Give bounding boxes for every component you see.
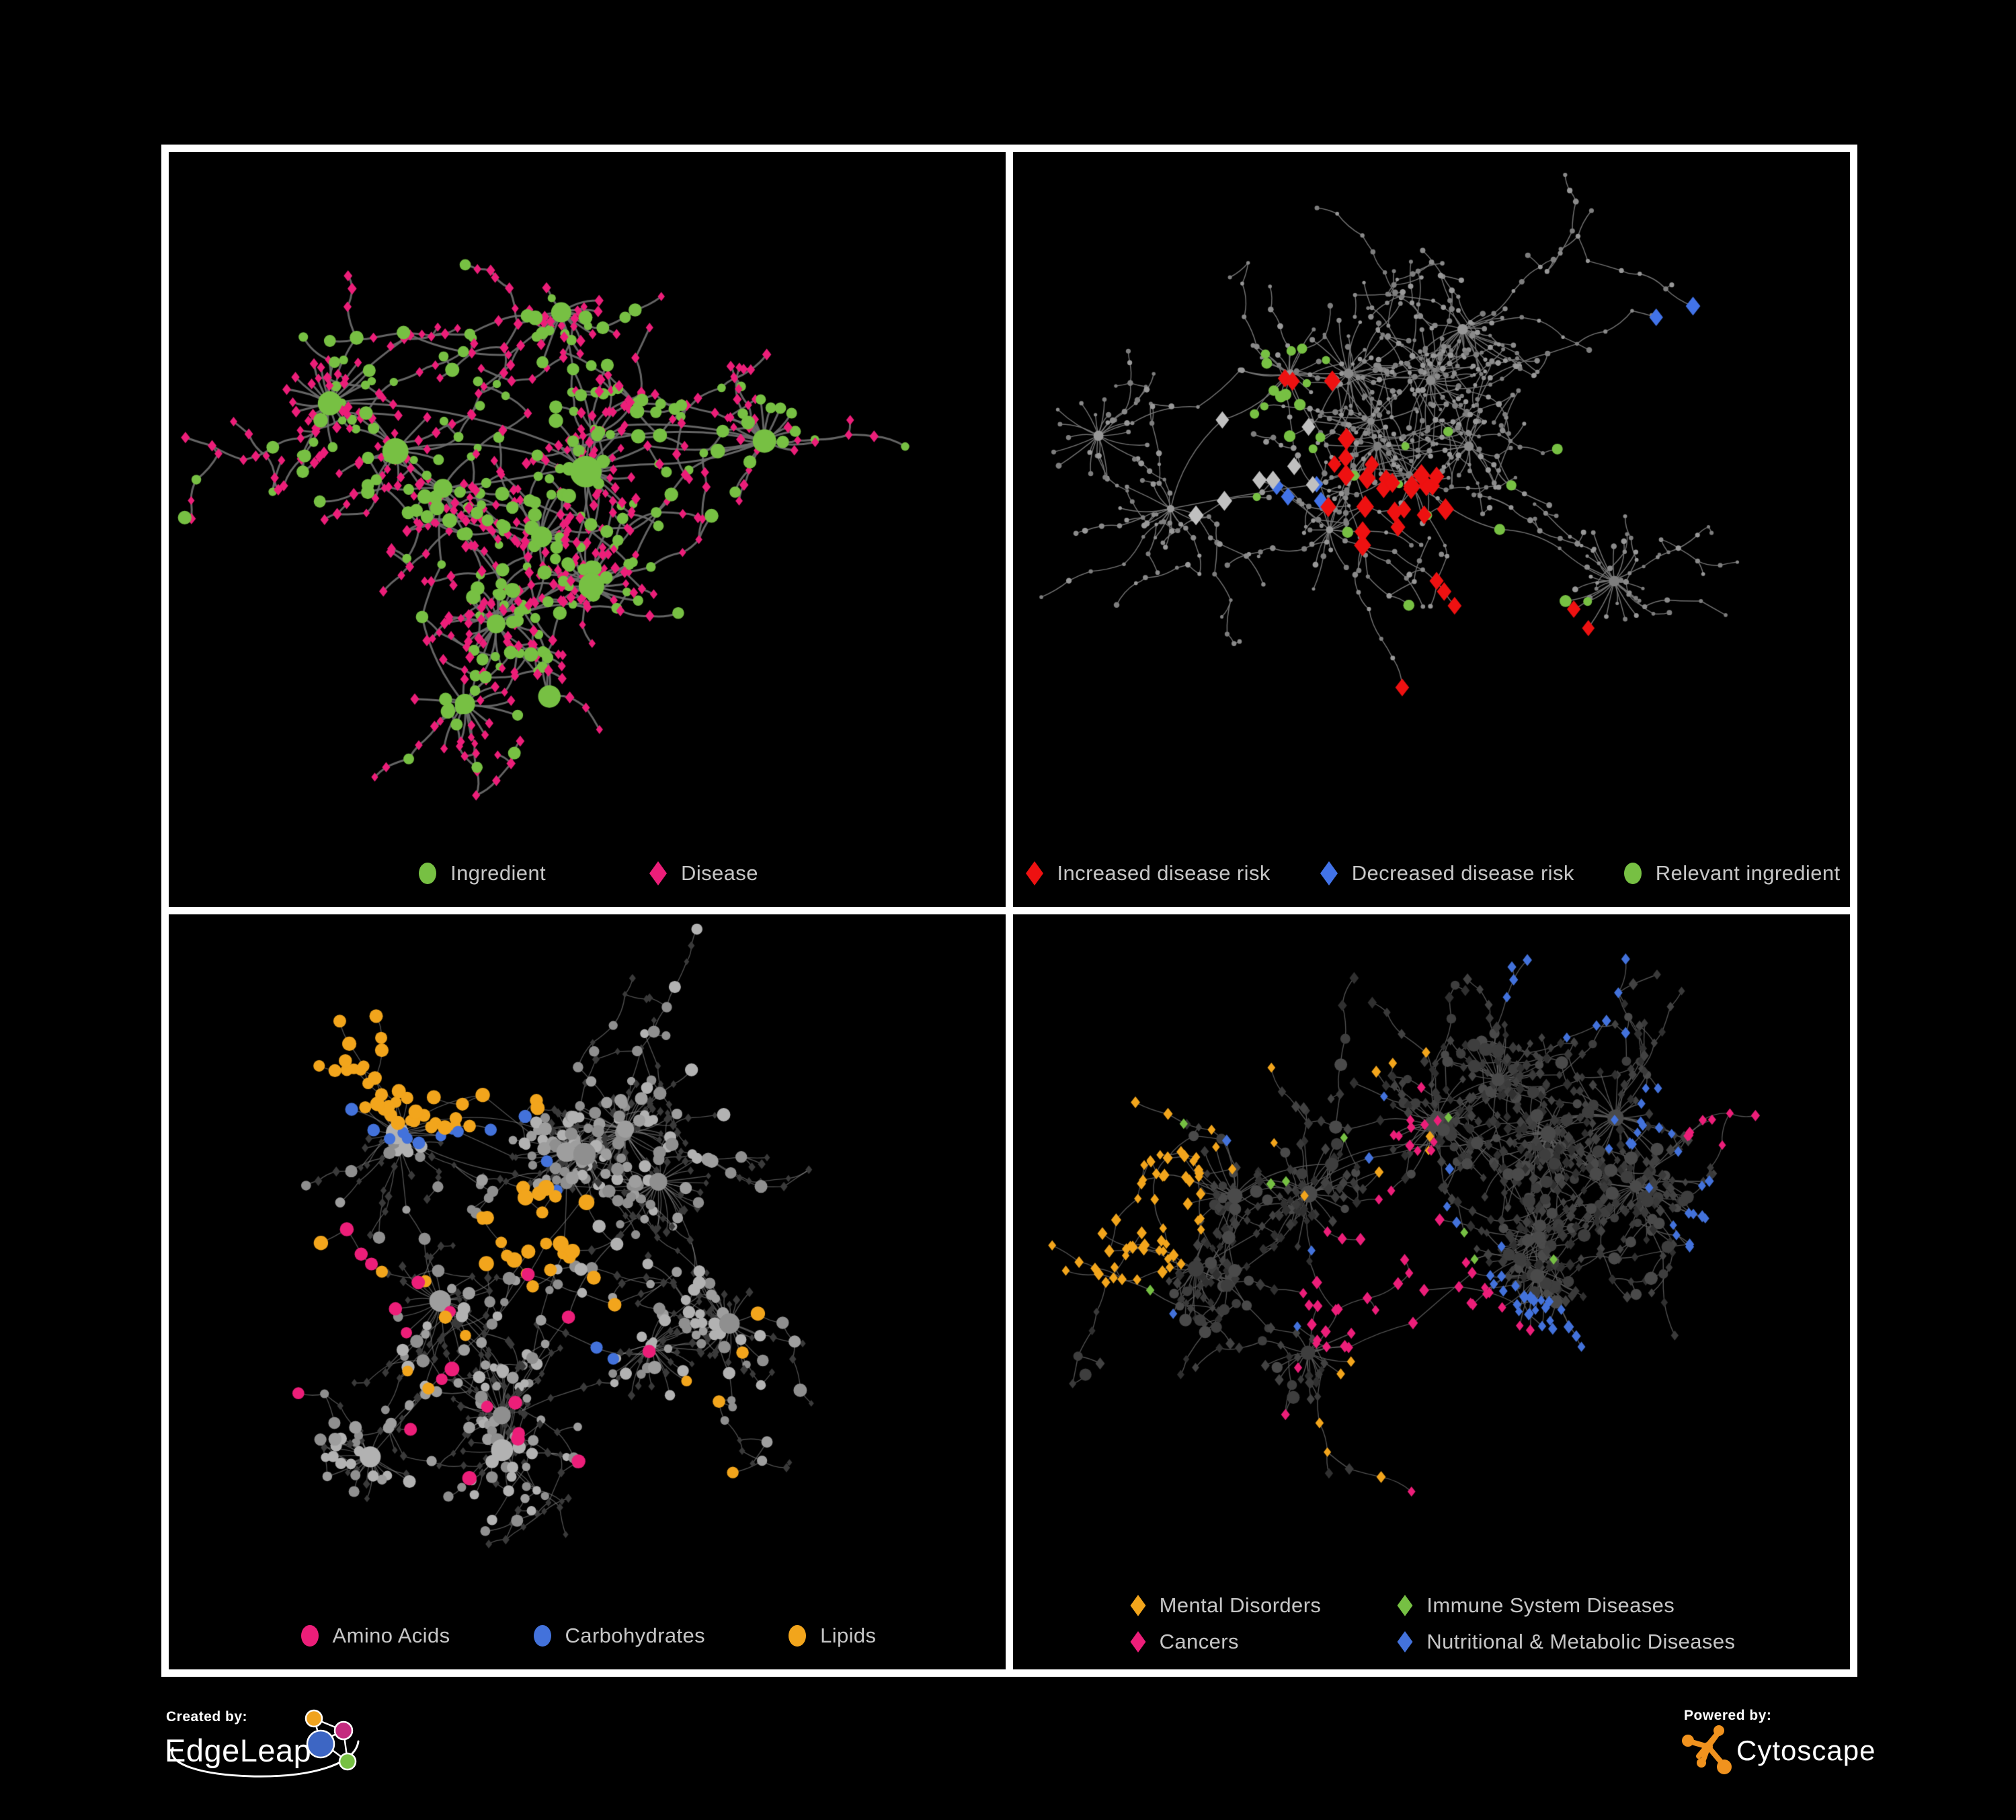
panel-disease-categories: Mental Disorders Immune System Diseases …: [1013, 914, 1850, 1669]
network-canvas-disease-categories: [1013, 914, 1850, 1669]
edgeleap-network-icon: [305, 1709, 357, 1771]
legend-item: Relevant ingredient: [1621, 860, 1841, 887]
legend-label: Amino Acids: [332, 1624, 450, 1647]
edgeleap-logo: Created by: EdgeLeap: [165, 1709, 360, 1778]
cytoscape-wordmark: Cytoscape: [1736, 1735, 1876, 1766]
diamond-swatch-icon: [1130, 1631, 1146, 1653]
legend-label: Immune System Diseases: [1426, 1593, 1675, 1617]
legend-item: Mental Disorders: [1128, 1593, 1322, 1618]
legend-item: Increased disease risk: [1023, 860, 1271, 887]
legend-item: Cancers: [1128, 1629, 1239, 1655]
diamond-swatch-icon: [1397, 1595, 1413, 1616]
network-canvas-disease-risk: [1013, 152, 1850, 907]
edgeleap-wordmark: EdgeLeap: [165, 1733, 311, 1768]
legend-item: Decreased disease risk: [1318, 860, 1574, 887]
diamond-swatch-icon: [1397, 1631, 1413, 1653]
circle-swatch-icon: [1623, 863, 1642, 884]
diamond-swatch-icon: [649, 861, 668, 885]
panel-ingredient-disease: Ingredient Disease: [169, 152, 1006, 907]
legend-label: Relevant ingredient: [1655, 861, 1841, 885]
legend-disease-risk: Increased disease risk Decreased disease…: [1013, 860, 1850, 887]
legend-label: Nutritional & Metabolic Diseases: [1426, 1630, 1736, 1653]
diamond-swatch-icon: [1320, 861, 1338, 885]
circle-swatch-icon: [789, 1625, 807, 1647]
panel-nutrient-classes: Amino Acids Carbohydrates Lipids: [169, 914, 1006, 1669]
diamond-swatch-icon: [1025, 861, 1043, 885]
panel-grid: Ingredient Disease Increased disease ris…: [161, 145, 1857, 1677]
legend-label: Cancers: [1159, 1630, 1239, 1653]
legend-label: Carbohydrates: [565, 1624, 706, 1647]
legend-item: Amino Acids: [298, 1622, 450, 1649]
network-canvas-nutrient-classes: [169, 914, 1006, 1669]
circle-swatch-icon: [300, 1625, 319, 1647]
circle-swatch-icon: [419, 863, 437, 884]
legend-item: Nutritional & Metabolic Diseases: [1395, 1629, 1735, 1655]
edgeleap-credit: Created by: EdgeLeap: [165, 1700, 387, 1801]
legend-nutrient-classes: Amino Acids Carbohydrates Lipids: [169, 1622, 1006, 1649]
legend-label: Lipids: [820, 1624, 877, 1647]
powered-by-label: Powered by:: [1684, 1708, 1771, 1723]
legend-label: Mental Disorders: [1159, 1593, 1322, 1617]
legend-label: Increased disease risk: [1057, 861, 1271, 885]
legend-label: Disease: [681, 861, 758, 885]
legend-item: Carbohydrates: [531, 1622, 706, 1649]
cytoscape-logo: Powered by: Cytoscape: [1682, 1708, 1876, 1774]
circle-swatch-icon: [533, 1625, 551, 1647]
legend-disease-categories: Mental Disorders Immune System Diseases …: [1128, 1593, 1736, 1655]
legend-label: Ingredient: [450, 861, 547, 885]
diamond-swatch-icon: [1130, 1595, 1146, 1616]
legend-item: Lipids: [786, 1622, 876, 1649]
legend-item: Disease: [647, 860, 758, 887]
legend-label: Decreased disease risk: [1351, 861, 1574, 885]
legend-item: Ingredient: [416, 860, 546, 887]
network-canvas-ingredient-disease: [169, 152, 1006, 907]
cytoscape-icon: [1682, 1725, 1732, 1774]
legend-item: Immune System Diseases: [1395, 1593, 1675, 1618]
cytoscape-credit: Powered by: Cytoscape: [1679, 1700, 1900, 1787]
panel-disease-risk: Increased disease risk Decreased disease…: [1013, 152, 1850, 907]
legend-ingredient-disease: Ingredient Disease: [169, 860, 1006, 887]
created-by-label: Created by:: [166, 1709, 247, 1725]
